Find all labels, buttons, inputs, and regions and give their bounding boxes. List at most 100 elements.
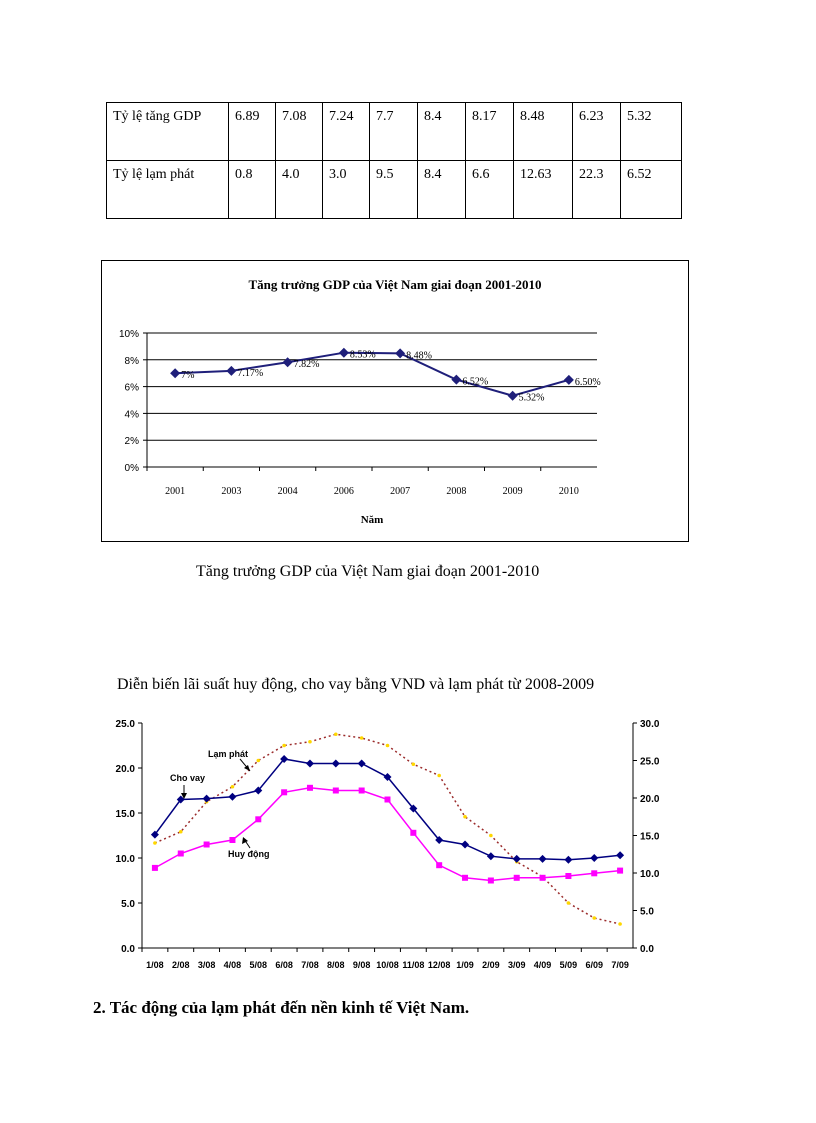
lam-phat-point — [308, 739, 312, 744]
left-y-tick-label: 5.0 — [121, 899, 135, 910]
lam-phat-point — [463, 814, 467, 819]
huy-dong-point — [229, 837, 236, 843]
annotation-lam-phat: Lạm phát — [208, 749, 248, 759]
table-cell: 6.23 — [572, 102, 621, 161]
huy-dong-point — [255, 816, 262, 823]
row-label: Tỷ lệ tăng GDP — [106, 102, 229, 161]
y-tick-label: 10% — [119, 329, 139, 340]
x-tick-label: 2003 — [221, 486, 241, 497]
interest-rate-chart: 0.0 5.0 10.0 15.0 20.0 25.0 0.0 5.0 10.0 15.0 20.0… — [116, 719, 660, 970]
x-tick-label: 2004 — [278, 486, 298, 497]
lam-phat-point — [592, 916, 597, 920]
y-tick-label: 8% — [125, 356, 140, 367]
chart-title: Tăng trưởng GDP của Việt Nam giai đoạn 2… — [248, 277, 541, 292]
lam-phat-point — [230, 784, 235, 789]
lam-phat-point — [282, 743, 286, 748]
x-tick-label: 8/08 — [327, 960, 345, 970]
gdp-chart-frame: Tăng trưởng GDP của Việt Nam giai đoạn 2… — [101, 260, 689, 542]
cho-vay-point — [486, 852, 495, 861]
table-cell: 3.0 — [322, 160, 370, 219]
data-point — [226, 365, 237, 376]
huy-dong-point — [591, 870, 598, 877]
right-y-tick-label: 30.0 — [640, 719, 660, 730]
huy-dong-point — [410, 829, 417, 836]
table-cell: 7.24 — [322, 102, 370, 161]
huy-dong-point — [306, 784, 313, 791]
x-tick-label: 3/09 — [508, 960, 526, 970]
y-tick-label: 6% — [125, 383, 140, 394]
gdp-series-line — [175, 351, 570, 397]
stats-table: Tỷ lệ tăng GDP 6.89 7.08 7.24 7.7 8.4 8.… — [106, 102, 682, 219]
left-y-tick-label: 15.0 — [116, 809, 136, 820]
right-y-tick-label: 20.0 — [640, 794, 660, 805]
x-tick-label: 4/08 — [224, 960, 242, 970]
x-tick-label: 2001 — [165, 486, 185, 497]
data-point — [563, 374, 574, 385]
table-cell: 6.52 — [620, 160, 682, 219]
huy-dong-point — [358, 787, 365, 794]
cho-vay-point — [435, 836, 444, 844]
lam-phat-point — [385, 743, 390, 748]
y-tick-label: 2% — [125, 436, 140, 447]
cho-vay-point — [150, 830, 159, 839]
data-point — [170, 368, 181, 379]
left-y-tick-label: 25.0 — [116, 719, 136, 730]
data-label: 8.53% — [350, 350, 376, 361]
x-tick-label: 1/09 — [456, 960, 474, 970]
data-label: 6.52% — [462, 377, 488, 388]
right-y-tick-label: 5.0 — [640, 907, 654, 918]
data-label: 5.32% — [519, 393, 545, 404]
left-y-tick-label: 20.0 — [116, 764, 136, 775]
y-tick-label: 4% — [125, 409, 140, 420]
table-cell: 7.7 — [369, 102, 418, 161]
huy-dong-point — [565, 873, 572, 879]
x-tick-label: 5/08 — [250, 960, 268, 970]
x-tick-label: 2007 — [390, 486, 410, 497]
x-tick-label: 12/08 — [428, 960, 451, 970]
huy-dong-point — [436, 862, 443, 869]
x-tick-label: 11/08 — [402, 960, 424, 970]
x-tick-label: 2006 — [334, 486, 354, 497]
lam-phat-point — [359, 736, 364, 740]
cho-vay-point — [176, 795, 185, 804]
data-label: 7.17% — [237, 368, 263, 379]
cho-vay-point — [228, 792, 237, 801]
cho-vay-point — [254, 786, 263, 795]
interest-chart-caption: Diễn biến lãi suất huy động, cho vay bằn… — [117, 676, 595, 693]
table-cell: 9.5 — [369, 160, 418, 219]
table-cell: 8.48 — [513, 102, 573, 161]
huy-dong-point — [539, 874, 546, 881]
x-tick-label: 10/08 — [376, 960, 399, 970]
right-y-tick-label: 0.0 — [640, 944, 654, 955]
annotation-huy-dong: Huy động — [228, 849, 270, 859]
x-tick-label: 9/08 — [353, 960, 371, 970]
cho-vay-point — [616, 851, 625, 860]
x-tick-label: 5/09 — [560, 960, 578, 970]
huy-dong-point — [617, 867, 624, 874]
lam-phat-point — [178, 829, 183, 834]
data-label: 6.50% — [575, 377, 601, 388]
lam-phat-point — [618, 922, 622, 926]
cho-vay-point — [331, 759, 340, 768]
cho-vay-point — [305, 759, 314, 768]
table-cell: 4.0 — [275, 160, 323, 219]
right-y-tick-label: 10.0 — [640, 869, 660, 880]
huy-dong-point — [487, 877, 494, 884]
table-cell: 22.3 — [572, 160, 621, 219]
row-label: Tỷ lệ lạm phát — [106, 160, 229, 219]
right-y-tick-label: 15.0 — [640, 832, 660, 843]
cho-vay-point — [461, 840, 470, 849]
cho-vay-point — [409, 804, 418, 813]
data-label: 8.48% — [406, 350, 432, 361]
huy-dong-point — [177, 850, 184, 857]
table-cell: 8.17 — [465, 102, 514, 161]
x-axis-label: Năm — [361, 514, 384, 526]
huy-dong-point — [332, 787, 339, 794]
gdp-chart: Tăng trưởng GDP của Việt Nam giai đoạn 2… — [119, 277, 601, 526]
huy-dong-point — [462, 874, 469, 881]
lam-phat-point — [153, 841, 157, 845]
table-cell: 8.4 — [417, 160, 466, 219]
data-label: 7% — [181, 370, 194, 381]
left-y-tick-label: 10.0 — [116, 854, 136, 865]
cho-vay-point — [512, 854, 521, 863]
